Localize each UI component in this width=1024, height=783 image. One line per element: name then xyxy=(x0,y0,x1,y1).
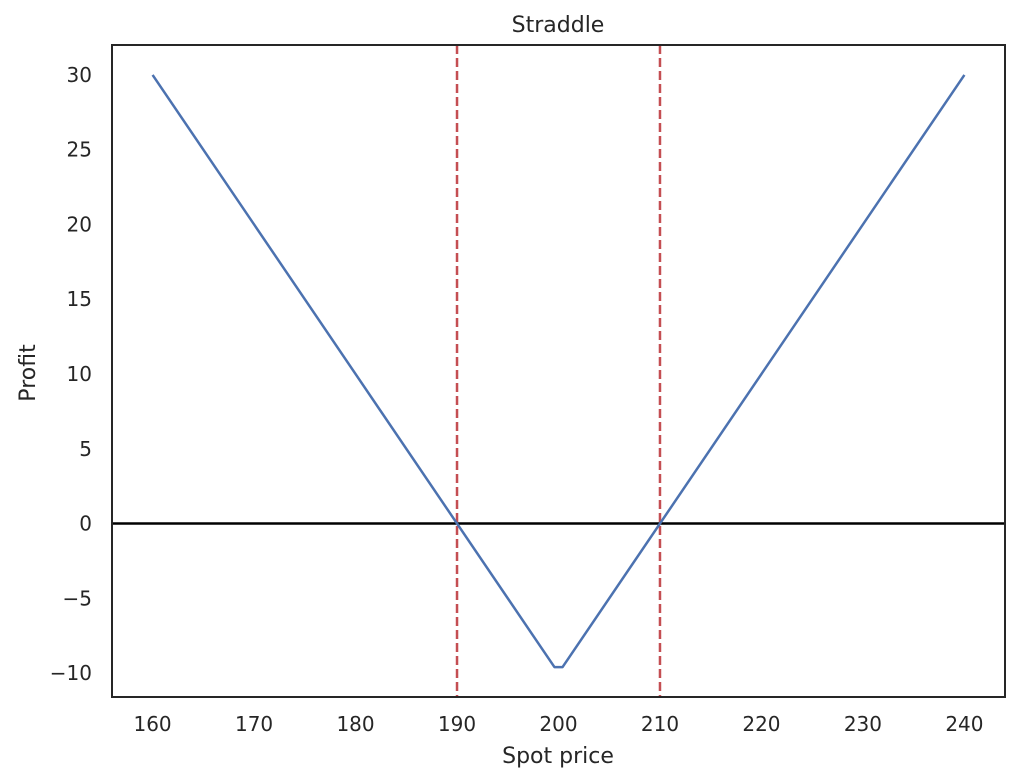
x-tick-label: 230 xyxy=(844,712,882,736)
y-axis-ticks: 30 25 20 15 10 5 0 −5 −10 xyxy=(50,63,92,685)
y-tick-label: 30 xyxy=(67,63,92,87)
chart-title: Straddle xyxy=(512,13,605,38)
x-axis-label: Spot price xyxy=(502,744,614,769)
profit-series-line xyxy=(151,74,966,669)
y-tick-label: 20 xyxy=(67,212,92,236)
y-tick-label: −10 xyxy=(50,661,92,685)
plot-frame xyxy=(111,44,1006,698)
y-tick-label: 25 xyxy=(67,138,92,162)
x-tick-label: 170 xyxy=(235,712,273,736)
x-tick-label: 220 xyxy=(742,712,780,736)
y-tick-label: 15 xyxy=(67,287,92,311)
y-tick-label: 5 xyxy=(79,437,92,461)
y-tick-label: 10 xyxy=(67,362,92,386)
y-axis-label: Profit xyxy=(16,344,41,402)
x-tick-label: 190 xyxy=(438,712,476,736)
x-tick-label: 210 xyxy=(641,712,679,736)
x-tick-label: 200 xyxy=(539,712,577,736)
x-axis-ticks: 160 170 180 190 200 210 220 230 240 xyxy=(133,712,983,736)
plot-area xyxy=(112,45,1005,697)
y-tick-label: −5 xyxy=(63,586,92,610)
x-tick-label: 180 xyxy=(336,712,374,736)
x-tick-label: 160 xyxy=(133,712,171,736)
y-tick-label: 0 xyxy=(79,512,92,536)
x-tick-label: 240 xyxy=(945,712,983,736)
